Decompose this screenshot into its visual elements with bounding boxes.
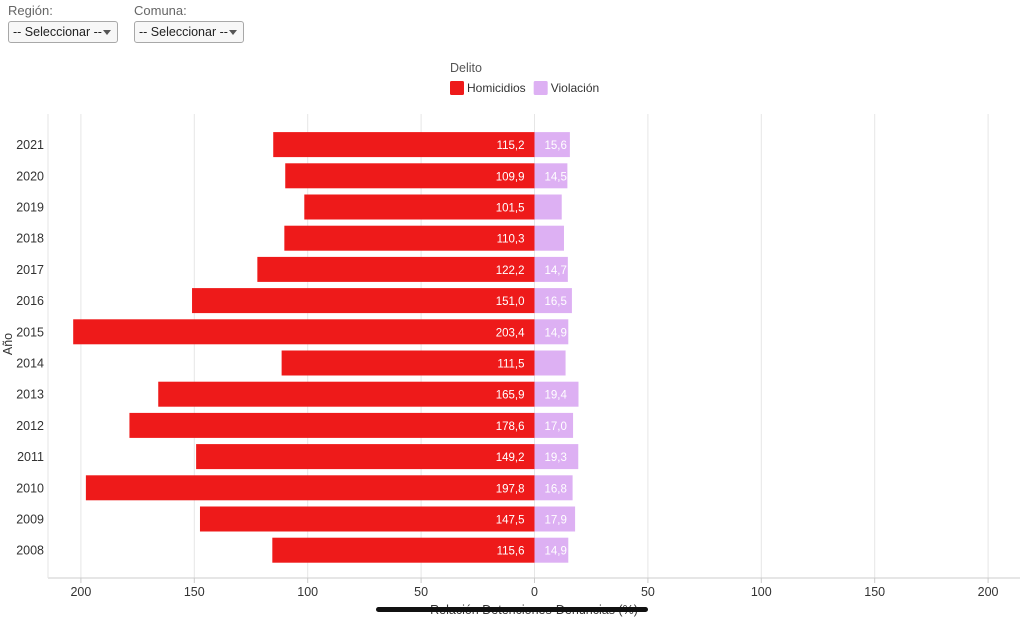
- bar-violación-2018[interactable]: [534, 225, 564, 251]
- data-label-violación-2009: 17,9: [545, 515, 567, 527]
- x-tick-label-3: 50: [414, 585, 428, 599]
- y-tick-label-2018: 2018: [16, 232, 44, 246]
- bar-homicidios-2018[interactable]: [284, 225, 535, 251]
- region-filter-label: Región:: [8, 3, 53, 18]
- data-label-violación-2011: 19,3: [545, 452, 567, 464]
- bar-violación-2013[interactable]: [534, 381, 579, 407]
- legend-title: Delito: [450, 61, 482, 75]
- data-label-homicidios-2014: 111,5: [497, 359, 524, 371]
- comuna-filter-label: Comuna:: [134, 3, 187, 18]
- comuna-filter: Comuna: -- Seleccionar --: [134, 3, 244, 43]
- data-label-homicidios-2012: 178,6: [496, 421, 525, 433]
- data-label-violación-2010: 16,8: [545, 483, 567, 495]
- y-axis-title: Año: [1, 333, 15, 355]
- horizontal-scrollbar[interactable]: [376, 607, 648, 612]
- chart-bars: [73, 132, 579, 563]
- bar-homicidios-2011[interactable]: [196, 444, 535, 470]
- y-tick-label-2021: 2021: [16, 138, 44, 152]
- chart-data-labels: 115,2 15,6 109,9 14,5 101,5 110,3 122,2 14,7 151…: [496, 140, 568, 558]
- data-label-violación-2015: 14,9: [545, 327, 567, 339]
- bar-violación-2016[interactable]: [534, 288, 572, 314]
- data-label-violación-2017: 14,7: [545, 265, 567, 277]
- bar-homicidios-2016[interactable]: [192, 288, 535, 314]
- bar-violación-2020[interactable]: [534, 163, 568, 189]
- bar-homicidios-2019[interactable]: [304, 194, 535, 220]
- data-label-violación-2008: 14,9: [545, 546, 567, 558]
- data-label-homicidios-2020: 109,9: [496, 171, 525, 183]
- x-tick-label-7: 150: [864, 585, 885, 599]
- bar-homicidios-2013[interactable]: [158, 381, 535, 407]
- bar-violación-2012[interactable]: [534, 412, 574, 438]
- y-tick-label-2017: 2017: [16, 263, 44, 277]
- comuna-select-value: -- Seleccionar --: [139, 25, 228, 39]
- data-label-homicidios-2013: 165,9: [496, 390, 525, 402]
- data-label-violación-2013: 19,4: [545, 390, 568, 402]
- data-label-homicidios-2017: 122,2: [496, 265, 525, 277]
- bar-homicidios-2009[interactable]: [199, 506, 535, 532]
- bar-homicidios-2010[interactable]: [85, 475, 535, 501]
- legend-swatch-1[interactable]: [533, 81, 548, 95]
- data-label-violación-2021: 15,6: [545, 140, 567, 152]
- y-tick-label-2010: 2010: [16, 481, 44, 495]
- bar-violación-2019[interactable]: [534, 194, 562, 220]
- region-filter: Región: -- Seleccionar --: [8, 3, 118, 43]
- legend-label-1[interactable]: Violación: [551, 81, 599, 95]
- data-label-homicidios-2010: 197,8: [496, 483, 525, 495]
- data-label-violación-2012: 17,0: [545, 421, 567, 433]
- bar-violación-2014[interactable]: [534, 350, 566, 376]
- bar-homicidios-2021[interactable]: [273, 132, 535, 158]
- chart-axes: Año Relación Detenciones-Denuncias (%) 2…: [1, 114, 1020, 617]
- y-tick-label-2013: 2013: [16, 388, 44, 402]
- x-tick-label-5: 50: [641, 585, 655, 599]
- y-tick-label-2019: 2019: [16, 201, 44, 215]
- bar-violación-2008[interactable]: [534, 537, 569, 563]
- bar-violación-2011[interactable]: [534, 444, 579, 470]
- data-label-homicidios-2019: 101,5: [496, 203, 525, 215]
- x-tick-label-8: 200: [978, 585, 999, 599]
- data-label-homicidios-2009: 147,5: [496, 515, 525, 527]
- y-tick-label-2020: 2020: [16, 169, 44, 183]
- x-tick-label-2: 100: [297, 585, 318, 599]
- bar-violación-2021[interactable]: [534, 132, 570, 158]
- x-tick-label-4: 0: [531, 585, 538, 599]
- chevron-down-icon: [229, 30, 237, 35]
- y-tick-label-2008: 2008: [16, 544, 44, 558]
- data-label-violación-2020: 14,5: [545, 171, 567, 183]
- bar-violación-2017[interactable]: [534, 256, 568, 282]
- legend-label-0[interactable]: Homicidios: [467, 81, 526, 95]
- data-label-homicidios-2018: 110,3: [497, 234, 525, 246]
- chevron-down-icon: [103, 30, 111, 35]
- bar-violación-2010[interactable]: [534, 475, 573, 501]
- data-label-violación-2016: 16,5: [545, 296, 567, 308]
- y-tick-label-2014: 2014: [16, 357, 44, 371]
- bar-violación-2009[interactable]: [534, 506, 576, 532]
- x-tick-label-6: 100: [751, 585, 772, 599]
- bar-homicidios-2012[interactable]: [129, 412, 535, 438]
- y-tick-label-2016: 2016: [16, 294, 44, 308]
- x-tick-label-0: 200: [70, 585, 91, 599]
- bar-homicidios-2020[interactable]: [285, 163, 535, 189]
- bar-homicidios-2015[interactable]: [73, 319, 535, 345]
- data-label-homicidios-2011: 149,2: [496, 452, 525, 464]
- legend-swatch-0[interactable]: [450, 81, 464, 95]
- y-tick-label-2011: 2011: [17, 450, 44, 464]
- bar-violación-2015[interactable]: [534, 319, 569, 345]
- y-tick-label-2012: 2012: [16, 419, 44, 433]
- comuna-select[interactable]: -- Seleccionar --: [134, 21, 244, 43]
- data-label-homicidios-2008: 115,6: [497, 546, 525, 558]
- y-tick-label-2015: 2015: [16, 325, 44, 339]
- bar-homicidios-2008[interactable]: [272, 537, 535, 563]
- region-select-value: -- Seleccionar --: [13, 25, 102, 39]
- y-tick-label-2009: 2009: [16, 513, 44, 527]
- data-label-homicidios-2021: 115,2: [497, 140, 525, 152]
- region-select[interactable]: -- Seleccionar --: [8, 21, 118, 43]
- data-label-homicidios-2016: 151,0: [496, 296, 525, 308]
- x-tick-label-1: 150: [184, 585, 205, 599]
- legend: Delito Homicidios Violación: [450, 61, 599, 95]
- bar-homicidios-2014[interactable]: [281, 350, 535, 376]
- bar-homicidios-2017[interactable]: [257, 256, 535, 282]
- data-label-homicidios-2015: 203,4: [496, 327, 525, 339]
- chart-gridlines: [80, 114, 989, 578]
